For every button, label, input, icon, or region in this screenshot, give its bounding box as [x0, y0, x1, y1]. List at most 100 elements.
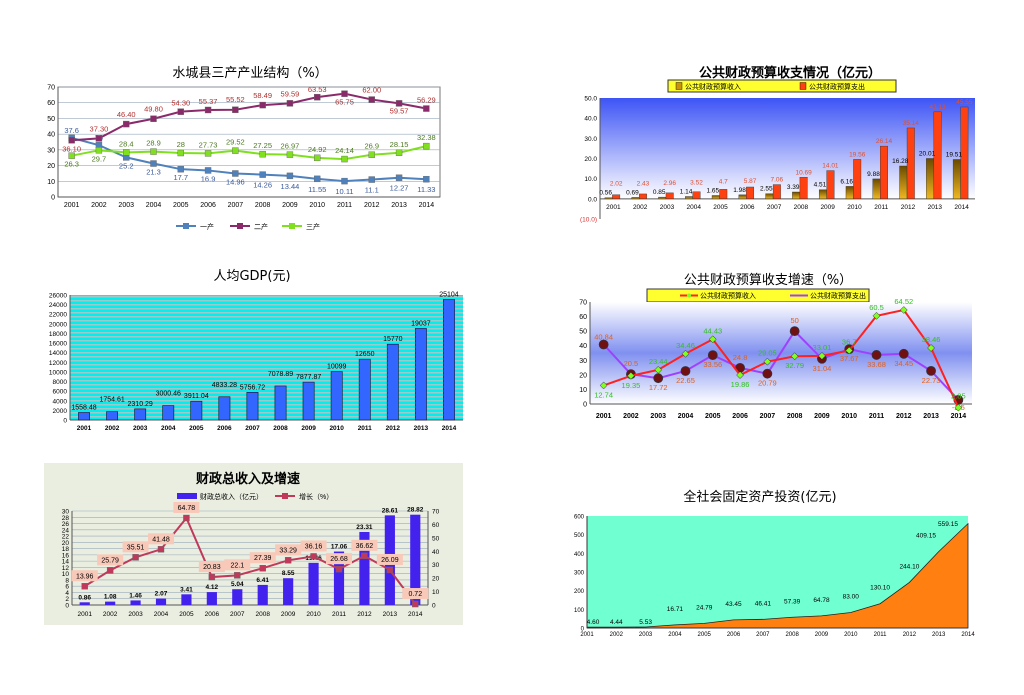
data-label: 28.82	[407, 507, 424, 514]
data-label: 64.52	[894, 297, 913, 306]
data-point	[286, 151, 294, 158]
bar-expenditure	[826, 170, 835, 200]
legend-label: 增长（%）	[299, 492, 333, 501]
area-series	[586, 522, 969, 629]
data-label: 36.10	[62, 144, 81, 153]
data-point	[259, 150, 266, 158]
data-point	[598, 339, 609, 350]
x-tick-label: 2008	[794, 204, 809, 211]
y-tick-label: 14	[62, 559, 70, 566]
bar-revenue	[685, 196, 693, 200]
x-tick-label: 2005	[705, 413, 721, 420]
chart-title-budget: 公共财政预算收支情况（亿元）	[698, 66, 882, 81]
y-tick-label: 70	[579, 300, 587, 307]
data-point	[335, 565, 343, 573]
x-tick-label: 2003	[660, 204, 675, 211]
data-label: 44.43	[703, 326, 722, 335]
x-tick-label: 2014	[961, 632, 975, 638]
data-label: 13.96	[76, 573, 94, 580]
y-tick-label: 40.0	[584, 116, 597, 123]
data-point	[395, 149, 403, 156]
y-tick-label: 4000	[53, 398, 68, 405]
data-label: 45.55	[956, 99, 973, 106]
data-point	[927, 344, 935, 352]
data-label: 57.39	[784, 598, 801, 605]
x-tick-label: 2011	[874, 204, 888, 211]
bar	[333, 551, 345, 605]
x-tick-label: 2001	[77, 425, 92, 432]
x-tick-label: 2004	[154, 611, 169, 618]
y-tick-label: 0.0	[588, 196, 597, 203]
legend-marker	[183, 223, 189, 229]
data-label: 16.28	[892, 158, 909, 165]
y-tick-label: 10	[62, 571, 70, 578]
data-label: 17.72	[649, 383, 668, 392]
bar	[330, 371, 343, 421]
x-tick-label: 2007	[756, 632, 770, 638]
data-point	[898, 348, 909, 359]
data-label: 16.9	[201, 174, 216, 183]
x-tick-label: 2008	[785, 632, 799, 638]
x-tick-label: 2005	[698, 632, 712, 638]
data-label-background	[300, 540, 327, 552]
bar-revenue	[765, 193, 774, 200]
data-label: 55.52	[226, 95, 245, 104]
data-label: 559.15	[938, 521, 958, 528]
bar-expenditure	[638, 193, 647, 200]
data-point	[818, 352, 826, 360]
x-tick-label: 2007	[767, 204, 782, 211]
data-point	[314, 93, 321, 101]
data-label: 4.44	[610, 619, 623, 626]
y-tick-label: 50	[47, 116, 55, 123]
data-label: 7877.87	[296, 374, 321, 381]
data-label: 11.33	[417, 185, 435, 194]
bar-expenditure	[933, 111, 942, 200]
data-point	[234, 572, 241, 579]
y-tick-label: 400	[574, 552, 585, 558]
data-label: 28.9	[146, 139, 161, 148]
y-tick-label: 100	[574, 608, 585, 614]
data-label: 14.01	[822, 163, 839, 170]
data-point	[680, 366, 691, 376]
bar	[155, 598, 167, 605]
y-tick-label: 20	[62, 540, 70, 547]
y-tick-label: 20000	[49, 321, 67, 328]
data-label: 14.96	[226, 177, 245, 186]
y-tick-label: 300	[574, 571, 585, 577]
bar	[410, 514, 421, 605]
bar-revenue	[631, 197, 640, 200]
data-label: 33.01	[813, 343, 832, 352]
data-label: 4.60	[587, 619, 600, 626]
data-label-background	[376, 553, 403, 565]
data-label: 2310.29	[128, 401, 153, 408]
data-label: 3911.04	[184, 393, 209, 400]
bar-revenue	[845, 186, 854, 200]
series-line-2	[71, 145, 427, 161]
data-label: 36.16	[305, 543, 323, 550]
data-label: 10.11	[335, 187, 353, 196]
bar	[232, 589, 243, 605]
x-tick-label: 2014	[954, 204, 969, 211]
data-label: 5756.72	[240, 384, 265, 391]
data-point	[68, 152, 75, 159]
bar	[246, 392, 259, 421]
data-label: 26.3	[64, 160, 79, 169]
legend-label: 公共财政预算收入	[700, 291, 756, 300]
data-label: 3.41	[180, 586, 193, 593]
data-label: 409.15	[916, 533, 936, 540]
x-tick-label: 2012	[903, 632, 917, 638]
data-label: 19.56	[849, 151, 866, 158]
x-tick-label: 2001	[77, 611, 92, 618]
data-label-background	[97, 554, 124, 566]
data-label: 64.78	[178, 505, 196, 512]
data-label: 130.10	[870, 585, 890, 592]
y-tick-label: 70	[47, 85, 55, 92]
y-tick-label: 0	[51, 195, 55, 202]
data-point	[208, 573, 216, 581]
bar	[181, 594, 192, 605]
data-label: 43.45	[725, 601, 742, 608]
bar	[302, 381, 315, 421]
y-tick-label: 20.0	[584, 156, 597, 163]
x-tick-label: 2013	[923, 413, 939, 420]
